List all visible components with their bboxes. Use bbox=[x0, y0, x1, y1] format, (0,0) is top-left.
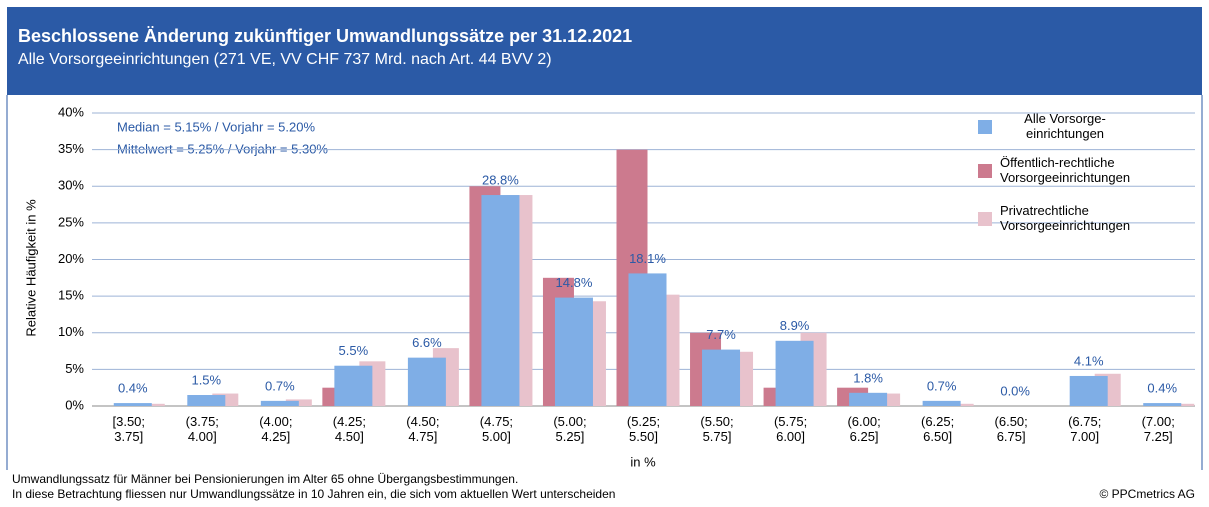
x-tick-label: (7.00; 7.25] bbox=[1141, 414, 1175, 444]
bar bbox=[187, 395, 226, 406]
value-label: 0.7% bbox=[927, 378, 957, 393]
value-label: 0.0% bbox=[1000, 383, 1030, 398]
x-tick-label: (5.25; 5.50] bbox=[626, 414, 661, 444]
y-tick-label: 25% bbox=[58, 214, 84, 229]
y-tick-label: 15% bbox=[58, 288, 84, 303]
bar bbox=[1069, 375, 1108, 406]
legend-swatch bbox=[978, 212, 992, 226]
bar bbox=[922, 400, 961, 406]
bar bbox=[775, 340, 814, 406]
bar bbox=[1143, 403, 1182, 406]
x-tick-label: (4.25; 4.50] bbox=[332, 414, 366, 444]
y-tick-label: 40% bbox=[58, 104, 84, 119]
annotation: Median = 5.15% / Vorjahr = 5.20% bbox=[117, 119, 315, 134]
x-tick-label: (6.50; 6.75] bbox=[994, 414, 1028, 444]
footnote: In diese Betrachtung fliessen nur Umwand… bbox=[12, 487, 615, 501]
value-label: 18.1% bbox=[629, 251, 666, 266]
y-tick-label: 30% bbox=[58, 178, 84, 193]
x-tick-label: (4.00; 4.25] bbox=[259, 414, 293, 444]
bar bbox=[481, 195, 520, 406]
value-label: 6.6% bbox=[412, 335, 442, 350]
bar bbox=[702, 349, 741, 406]
value-label: 0.7% bbox=[265, 378, 295, 393]
x-tick-label: (5.00; 5.25] bbox=[553, 414, 587, 444]
x-tick-label: (6.25; 6.50] bbox=[921, 414, 955, 444]
bar bbox=[628, 273, 667, 406]
copyright: © PPCmetrics AG bbox=[1099, 487, 1195, 501]
y-tick-label: 20% bbox=[58, 251, 84, 266]
value-label: 4.1% bbox=[1074, 353, 1104, 368]
x-tick-label: [3.50; 3.75] bbox=[112, 414, 146, 444]
value-label: 0.4% bbox=[118, 381, 148, 396]
bar bbox=[260, 400, 299, 406]
x-tick-label: (4.50; 4.75] bbox=[406, 414, 440, 444]
legend-label: Privatrechtliche Vorsorgeeinrichtungen bbox=[1000, 203, 1131, 233]
x-tick-label: (6.75; 7.00] bbox=[1068, 414, 1102, 444]
y-tick-label: 0% bbox=[65, 397, 84, 412]
value-label: 7.7% bbox=[706, 327, 736, 342]
chart-subtitle: Alle Vorsorgeeinrichtungen (271 VE, VV C… bbox=[18, 51, 552, 68]
x-tick-label: (5.75; 6.00] bbox=[773, 414, 808, 444]
annotation: Mittelwert = 5.25% / Vorjahr = 5.30% bbox=[117, 141, 328, 156]
chart-title: Beschlossene Änderung zukünftiger Umwand… bbox=[18, 26, 632, 46]
bar bbox=[849, 392, 888, 406]
x-tick-label: (3.75; 4.00] bbox=[185, 414, 219, 444]
legend-swatch bbox=[978, 164, 992, 178]
bar bbox=[407, 357, 446, 406]
value-label: 8.9% bbox=[780, 318, 810, 333]
bar bbox=[554, 297, 593, 406]
legend-swatch bbox=[978, 120, 992, 134]
value-label: 28.8% bbox=[482, 172, 519, 187]
x-tick-label: (4.75; 5.00] bbox=[479, 414, 514, 444]
value-label: 0.4% bbox=[1147, 381, 1177, 396]
x-tick-label: (5.50; 5.75] bbox=[700, 414, 734, 444]
value-label: 14.8% bbox=[556, 275, 593, 290]
y-axis-label: Relative Häufigkeit in % bbox=[23, 199, 38, 337]
y-tick-label: 10% bbox=[58, 324, 84, 339]
legend-label: Öffentlich-rechtliche Vorsorgeeinrichtun… bbox=[1000, 155, 1131, 185]
value-label: 1.5% bbox=[191, 372, 221, 387]
y-tick-label: 35% bbox=[58, 141, 84, 156]
x-axis-label: in % bbox=[630, 454, 656, 469]
legend-label: Alle Vorsorge- einrichtungen bbox=[1024, 111, 1106, 141]
value-label: 1.8% bbox=[853, 370, 883, 385]
x-tick-label: (6.00; 6.25] bbox=[847, 414, 881, 444]
header-band bbox=[7, 7, 1202, 95]
value-label: 5.5% bbox=[339, 343, 369, 358]
bar bbox=[334, 365, 373, 406]
bar bbox=[113, 403, 152, 406]
y-tick-label: 5% bbox=[65, 361, 84, 376]
footnote: Umwandlungssatz für Männer bei Pensionie… bbox=[12, 472, 518, 486]
